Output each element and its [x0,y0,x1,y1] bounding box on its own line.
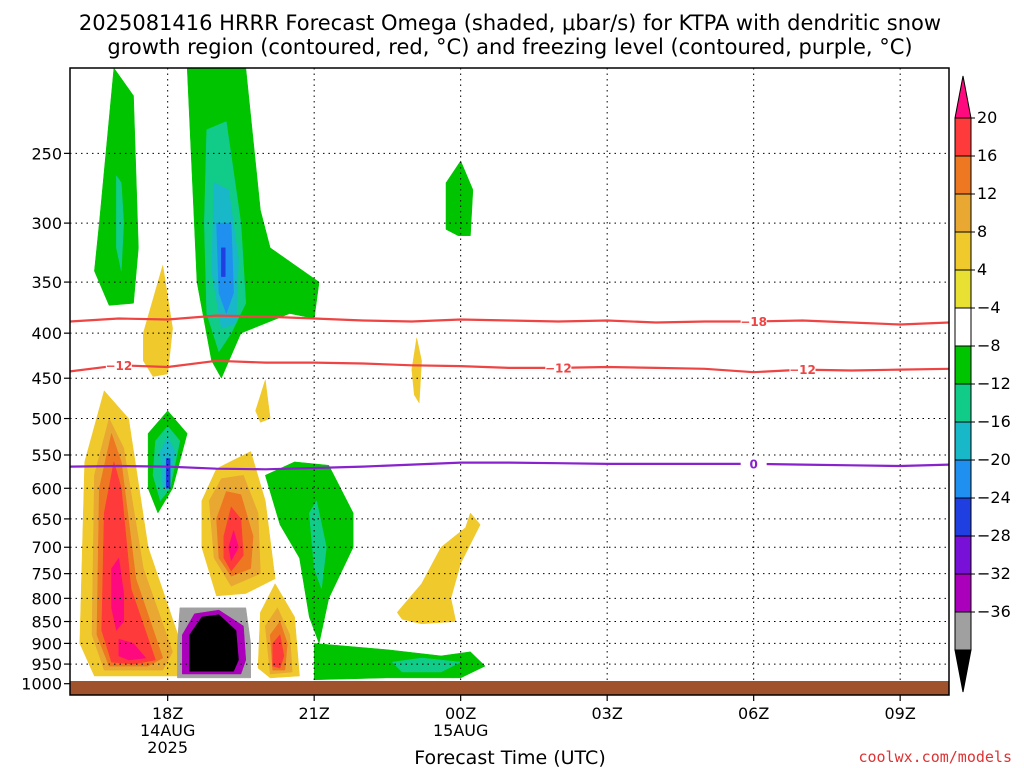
colorbar-label-0: 20 [977,108,997,127]
colorbar-label-9: −20 [977,450,1011,469]
pressure-axis: 250 300 350 400 450 500 550 600 650 700 750 800 850 9… [21,144,70,694]
omega-region-6 [221,247,226,277]
y-tick-label-450: 450 [31,369,62,388]
colorbar-swatch-8 [954,421,972,461]
y-tick-label-500: 500 [31,410,62,429]
colorbar-swatch-3 [954,231,972,271]
omega-region-29 [272,634,285,669]
colorbar-label-6: −8 [977,336,1001,355]
contour-label-dgz_-12: −12 [105,359,132,373]
contour-label-freezing_0: 0 [749,457,757,471]
plot-frame [69,67,950,696]
contour-label-dgz_-12: −12 [545,361,572,375]
contour-label-dgz_-12: −12 [789,363,816,377]
y-tick-label-800: 800 [31,589,62,608]
omega-region-34 [396,512,481,625]
ground-bar [70,681,949,695]
y-tick-label-750: 750 [31,565,62,584]
colorbar-swatch-11 [954,535,972,575]
y-tick-label-850: 850 [31,613,62,632]
colorbar-swatch-6 [954,345,972,385]
y-tick-label-250: 250 [31,144,62,163]
colorbar-swatch-7 [954,383,972,423]
omega-region-20 [165,458,171,489]
colorbar-label-7: −12 [977,374,1011,393]
contour-label-dgz_-18: −18 [740,315,767,329]
x-axis-label: Forecast Time (UTC) [414,747,605,768]
omega-region-15 [111,557,124,631]
x-tick-label-18Z-sub1: 14AUG [140,721,195,740]
x-tick-label-18Z: 18Z [152,704,183,723]
colorbar-swatch-2 [954,193,972,233]
colorbar-label-2: 12 [977,184,997,203]
x-tick-label-06Z: 06Z [738,704,769,723]
contour-dgz_-18 [70,314,949,326]
contour-label-bg [789,362,816,377]
colorbar: 20 16 12 8 4 −4 −8 −12 −16 −20 −24 −28 −32 −36 [954,75,1011,693]
contour-freezing_0 [70,461,949,471]
colorbar-top-triangle [954,75,972,119]
colorbar-label-4: 4 [977,260,987,279]
colorbar-label-12: −32 [977,564,1011,583]
chart-title-line-2: growth region (contoured, red, °C) and f… [107,35,912,59]
colorbar-swatch-9 [954,459,972,499]
x-tick-label-21Z: 21Z [299,704,330,723]
omega-region-33 [391,657,462,673]
omega-region-16 [118,638,147,661]
y-tick-label-400: 400 [31,324,62,343]
colorbar-swatch-12 [954,573,972,613]
contour-label-bg [545,360,572,375]
y-tick-label-700: 700 [31,538,62,557]
colorbar-label-8: −16 [977,412,1011,431]
colorbar-swatch-10 [954,497,972,537]
contour-label-bg [740,314,767,329]
omega-shaded-regions [79,68,486,681]
omega-region-31 [309,500,327,589]
colorbar-label-11: −28 [977,526,1011,545]
contour-label-bg [105,358,132,373]
x-tick-label-09Z: 09Z [885,704,916,723]
chart-title-line-1: 2025081416 HRRR Forecast Omega (shaded, … [79,11,941,35]
colorbar-swatch-1 [954,155,972,195]
x-tick-label-03Z: 03Z [592,704,623,723]
credit-text: coolwx.com/models [858,748,1012,766]
colorbar-swatch-13 [954,611,972,651]
y-tick-label-550: 550 [31,446,62,465]
temperature-contours: −18 −12 −12 −12 0 [70,314,949,471]
colorbar-bottom-triangle [954,649,972,693]
omega-region-7 [143,265,173,377]
omega-region-10 [445,160,474,236]
colorbar-swatch-0 [954,117,972,157]
y-tick-label-350: 350 [31,273,62,292]
x-tick-label-00Z-sub1: 15AUG [433,721,488,740]
y-tick-label-1000: 1000 [21,675,62,694]
omega-region-9 [411,337,422,404]
omega-region-8 [255,379,271,423]
colorbar-swatch-4 [954,269,972,309]
contour-label-bg [740,456,767,471]
y-tick-label-650: 650 [31,510,62,529]
colorbar-swatch-5 [954,307,972,347]
y-tick-label-950: 950 [31,655,62,674]
colorbar-label-10: −24 [977,488,1011,507]
y-tick-label-600: 600 [31,479,62,498]
colorbar-label-1: 16 [977,146,997,165]
x-tick-label-00Z: 00Z [445,704,476,723]
colorbar-label-3: 8 [977,222,987,241]
x-tick-label-18Z-sub2: 2025 [147,738,188,757]
colorbar-label-13: −36 [977,602,1011,621]
omega-region-25 [228,529,239,562]
y-tick-label-300: 300 [31,214,62,233]
y-tick-label-900: 900 [31,634,62,653]
colorbar-label-5: −4 [977,298,1001,317]
